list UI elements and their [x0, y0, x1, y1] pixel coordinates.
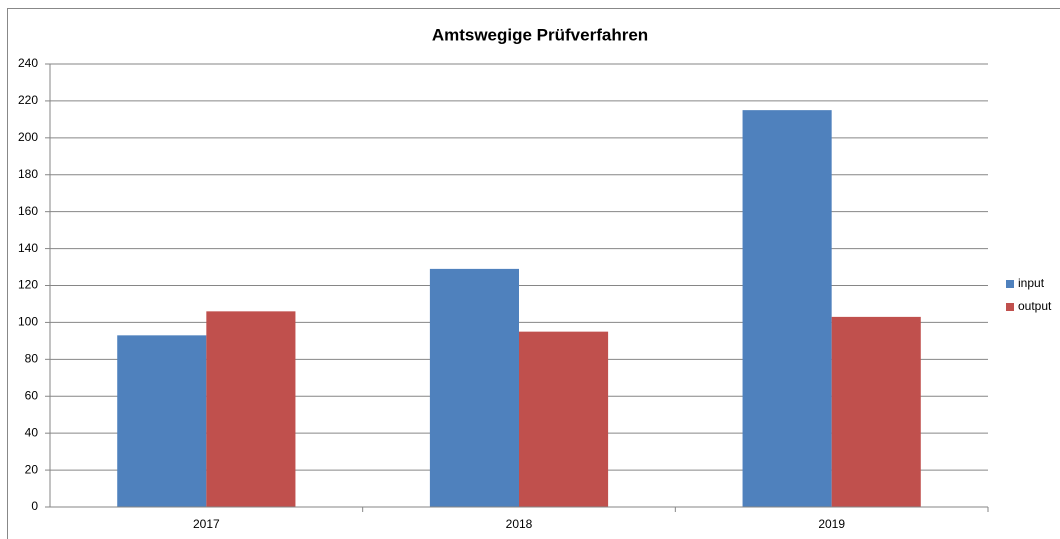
y-tick-label: 180	[18, 167, 38, 181]
y-tick-label: 160	[18, 204, 38, 218]
bar	[831, 316, 921, 507]
chart-title: Amtswegige Prüfverfahren	[432, 25, 648, 44]
x-tick-label: 2018	[506, 517, 533, 531]
y-tick-label: 140	[18, 241, 38, 255]
y-tick-label: 20	[25, 462, 39, 476]
legend-swatch	[1006, 303, 1014, 311]
bar	[117, 335, 207, 507]
y-tick-label: 60	[25, 388, 39, 402]
legend-label: input	[1018, 276, 1045, 290]
chart-frame	[7, 8, 1060, 539]
y-tick-label: 120	[18, 278, 38, 292]
bar	[742, 110, 832, 507]
bar	[519, 331, 609, 507]
bar	[206, 311, 296, 507]
legend-swatch	[1006, 280, 1014, 288]
x-tick-label: 2019	[818, 517, 845, 531]
bar	[429, 268, 519, 507]
y-tick-label: 220	[18, 93, 38, 107]
y-tick-label: 80	[25, 352, 39, 366]
y-tick-label: 240	[18, 56, 38, 70]
y-tick-label: 200	[18, 130, 38, 144]
x-tick-label: 2017	[193, 517, 220, 531]
legend-label: output	[1018, 299, 1052, 313]
y-tick-label: 100	[18, 315, 38, 329]
y-tick-label: 40	[25, 425, 39, 439]
y-tick-label: 0	[31, 499, 38, 513]
